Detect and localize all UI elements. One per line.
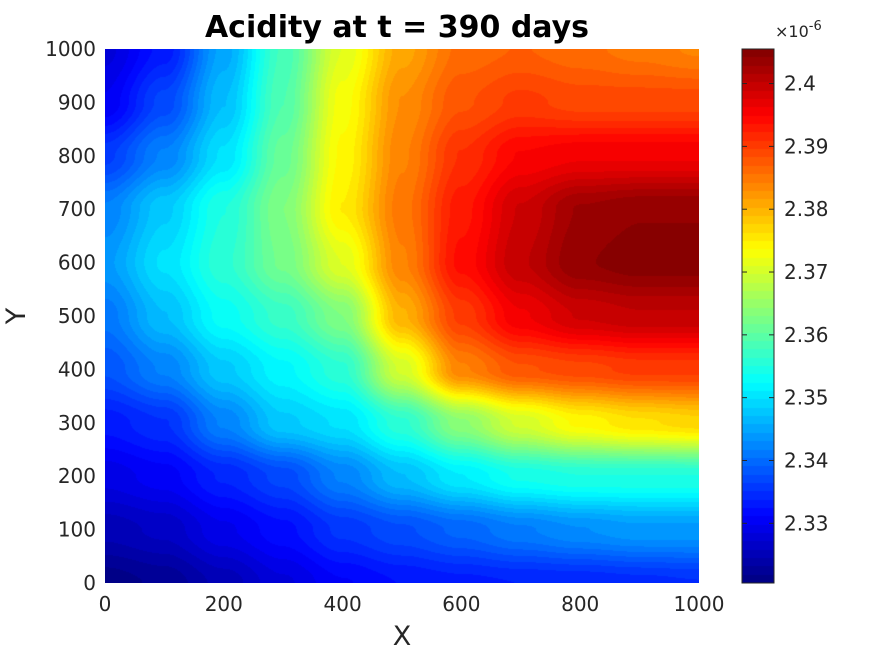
x-tick-label: 1000 (674, 592, 725, 616)
x-tick-label: 400 (324, 592, 362, 616)
colorbar-tick-label: 2.39 (784, 134, 829, 158)
colorbar-tick-label: 2.34 (784, 448, 829, 472)
y-tick-label: 900 (58, 90, 96, 114)
y-axis-ticks: 0 100 200 300 400 500 600 700 800 900 1000 (45, 37, 96, 595)
y-tick-label: 200 (58, 464, 96, 488)
colorbar-exponent: ×10-6 (775, 19, 822, 41)
colorbar-gradient (742, 49, 774, 583)
y-tick-label: 1000 (45, 37, 96, 61)
colorbar: 2.33 2.34 2.35 2.36 2.37 2.38 2.39 2.4 ×10-6 (741, 19, 829, 584)
colorbar-exponent-base: ×10 (775, 22, 809, 41)
y-tick-label: 600 (58, 251, 96, 275)
x-axis-ticks: 0 200 400 600 800 1000 (99, 592, 725, 616)
y-tick-label: 700 (58, 197, 96, 221)
colorbar-frame (741, 48, 775, 584)
x-tick-label: 0 (99, 592, 112, 616)
colorbar-tick-label: 2.37 (784, 260, 829, 284)
y-tick-label: 500 (58, 304, 96, 328)
colorbar-exponent-power: -6 (809, 19, 822, 34)
x-tick-label: 600 (442, 592, 480, 616)
x-tick-label: 200 (205, 592, 243, 616)
colorbar-ticks: 2.33 2.34 2.35 2.36 2.37 2.38 2.39 2.4 (742, 72, 829, 535)
colorbar-tick-label: 2.35 (784, 386, 829, 410)
x-axis-label: X (393, 621, 412, 652)
y-tick-label: 800 (58, 144, 96, 168)
y-tick-label: 300 (58, 411, 96, 435)
y-tick-label: 400 (58, 357, 96, 381)
colorbar-tick-label: 2.38 (784, 197, 829, 221)
chart-title: Acidity at t = 390 days (205, 10, 589, 45)
y-tick-label: 100 (58, 518, 96, 542)
colorbar-tick-label: 2.33 (784, 511, 829, 535)
colorbar-tick-label: 2.4 (784, 72, 816, 96)
heatmap-surface (105, 49, 699, 583)
x-tick-label: 800 (561, 592, 599, 616)
y-axis-label: Y (1, 307, 32, 325)
colorbar-tick-label: 2.36 (784, 323, 829, 347)
y-tick-label: 0 (83, 571, 96, 595)
plot-area (105, 49, 699, 583)
